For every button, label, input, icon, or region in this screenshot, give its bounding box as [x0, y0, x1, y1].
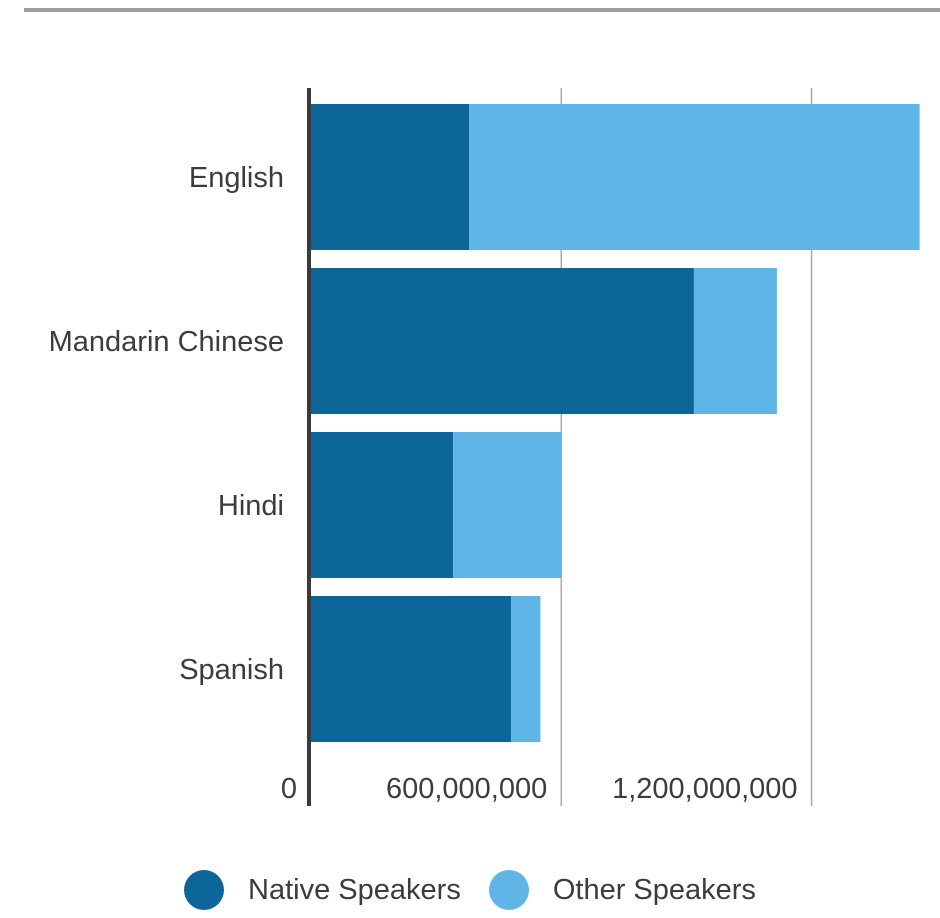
legend-label-native: Native Speakers: [248, 873, 461, 906]
bar-hindi-other: [453, 432, 562, 578]
category-labels: English Mandarin Chinese Hindi Spanish: [49, 162, 284, 686]
legend-swatch-other-icon: [488, 870, 529, 910]
category-label-english: English: [189, 162, 284, 194]
category-label-spanish: Spanish: [179, 654, 284, 686]
x-tick-label-0: 0: [281, 773, 297, 805]
bar-mandarin-chinese-other: [693, 268, 777, 414]
category-label-mandarin-chinese: Mandarin Chinese: [49, 326, 284, 358]
y-axis-line: [307, 88, 311, 806]
category-label-hindi: Hindi: [218, 490, 284, 522]
legend: Native Speakers Other Speakers: [0, 862, 940, 918]
bar-mandarin-chinese-native: [311, 268, 694, 414]
top-divider: [24, 8, 940, 12]
bar-spanish-native: [311, 596, 512, 742]
legend-item-native: Native Speakers: [184, 870, 461, 910]
x-tick-label-2: 1,200,000,000: [612, 773, 797, 805]
bars: [311, 104, 920, 742]
bar-english-other: [469, 104, 920, 250]
legend-swatch-native-icon: [184, 870, 225, 910]
legend-item-other: Other Speakers: [488, 870, 756, 910]
bar-english-native: [311, 104, 470, 250]
x-tick-label-1: 600,000,000: [386, 773, 547, 805]
bar-spanish-other: [511, 596, 541, 742]
x-tick-labels: 0 600,000,000 1,200,000,000: [281, 773, 798, 805]
stacked-bar-chart: English Mandarin Chinese Hindi Spanish 0 600…: [49, 88, 920, 806]
bar-hindi-native: [311, 432, 454, 578]
legend-label-other: Other Speakers: [552, 873, 756, 906]
